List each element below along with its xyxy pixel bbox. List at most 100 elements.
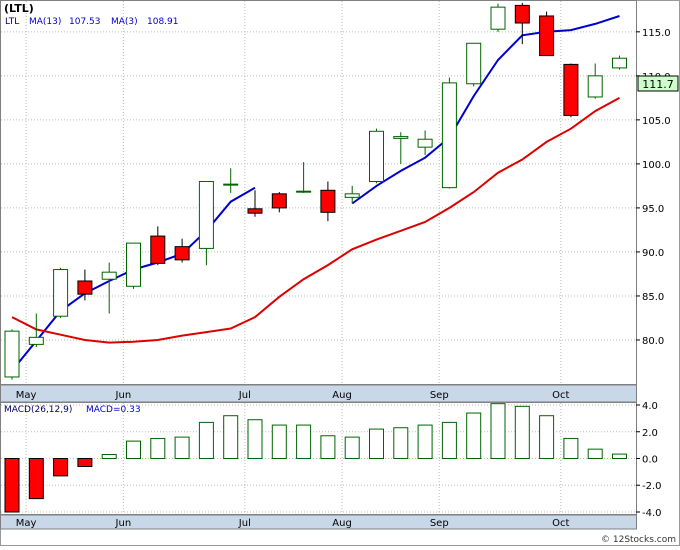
macd-bar [490, 403, 506, 459]
price-y-tick-label: 100.0 [642, 160, 671, 171]
candle-body [320, 189, 336, 213]
ma13-value: 107.53 [69, 17, 101, 27]
macd-bar [296, 424, 312, 459]
candle-body [4, 330, 20, 378]
candle-up [101, 262, 117, 314]
candle-body [393, 136, 409, 139]
candle-body [587, 75, 603, 98]
candle-body [417, 138, 433, 148]
candle-down [539, 11, 555, 57]
macd-bar [101, 453, 117, 459]
macd-bar [4, 458, 20, 513]
macd-bar [344, 436, 360, 460]
price-x-tick-label: Aug [332, 390, 352, 401]
candle-up [296, 162, 312, 193]
macd-bar [441, 421, 457, 460]
price-x-tick-label: Sep [430, 390, 449, 401]
candle-body [101, 271, 117, 280]
candle-down [174, 238, 190, 263]
candle-body [53, 269, 69, 317]
macd-label: MACD(26,12,9) [4, 405, 72, 415]
price-y-tick-label: 115.0 [642, 28, 671, 39]
candle-up [126, 242, 141, 289]
macd-bar [369, 428, 384, 459]
macd-bar [563, 437, 579, 459]
macd-bar [77, 458, 93, 468]
macd-y-tick-label: 2.0 [642, 428, 658, 439]
last-price-box [637, 75, 679, 92]
candle-up [369, 128, 384, 184]
price-panel [0, 0, 637, 385]
macd-y-tick-label: 0.0 [642, 455, 658, 466]
macd-bar [150, 437, 166, 459]
macd-bar [271, 424, 287, 459]
macd-y-tick-label: -4.0 [642, 508, 662, 519]
ma13-line [351, 15, 620, 205]
candle-up [198, 180, 214, 266]
price-y-tick-label: 105.0 [642, 116, 671, 127]
candle-up [4, 329, 20, 380]
candle-up [28, 313, 44, 348]
candle-up [393, 132, 409, 164]
candle-layer [4, 2, 627, 380]
candle-down [514, 2, 530, 45]
candle-down [320, 181, 336, 222]
candle-down [247, 190, 263, 217]
macd-bar [393, 427, 409, 460]
ma3-label: MA(3) [111, 17, 138, 27]
ma13-label: MA(13) [29, 17, 61, 27]
candle-up [344, 185, 360, 204]
candle-body [296, 190, 312, 193]
price-y-tick-label: 80.0 [642, 336, 664, 347]
macd-x-tick-label: May [16, 518, 37, 529]
candle-body [466, 42, 482, 85]
macd-x-tick-label: Aug [332, 518, 352, 529]
candle-body [77, 280, 93, 295]
candle-up [417, 130, 433, 156]
macd-bar [28, 458, 44, 500]
macd-bar [126, 440, 141, 460]
candle-up [587, 63, 603, 99]
candle-body [198, 180, 214, 249]
candle-body [369, 130, 384, 182]
candle-body [223, 183, 239, 186]
candle-body [563, 63, 579, 116]
macd-y-tick-label: 4.0 [642, 401, 658, 412]
price-x-tick-label: Oct [552, 390, 569, 401]
macd-bar [320, 435, 336, 459]
candle-body [174, 246, 190, 261]
candle-up [441, 77, 457, 189]
watermark: © 12Stocks.com [601, 535, 676, 545]
macd-bar [174, 436, 190, 460]
macd-bar [198, 421, 214, 460]
candle-body [150, 235, 166, 264]
ma3-value: 108.91 [147, 17, 179, 27]
macd-bar [612, 453, 627, 460]
macd-bar [539, 415, 555, 460]
candle-up [466, 42, 482, 87]
macd-bar [466, 412, 482, 459]
candle-body [344, 193, 360, 198]
macd-x-axis-band [0, 514, 637, 530]
candle-body [28, 336, 44, 345]
macd-bar [514, 405, 530, 460]
macd-bar [417, 424, 433, 459]
candle-up [612, 55, 627, 70]
candle-down [271, 192, 287, 213]
price-x-tick-label: Jul [238, 390, 251, 401]
price-y-tick-label: 90.0 [642, 248, 664, 259]
price-y-tick-label: 95.0 [642, 204, 664, 215]
macd-bar [223, 415, 239, 460]
price-x-tick-label: May [16, 390, 37, 401]
macd-y-tick-label: -2.0 [642, 481, 662, 492]
chart-title: (LTL) [4, 2, 34, 15]
macd-bar [587, 448, 603, 459]
candle-body [514, 4, 530, 24]
macd-value: MACD=0.33 [86, 405, 141, 415]
candle-up [490, 3, 506, 32]
candle-up [223, 168, 239, 193]
ma3-line [11, 97, 620, 344]
price-x-tick-label: Jun [115, 390, 132, 401]
candle-body [247, 208, 263, 214]
